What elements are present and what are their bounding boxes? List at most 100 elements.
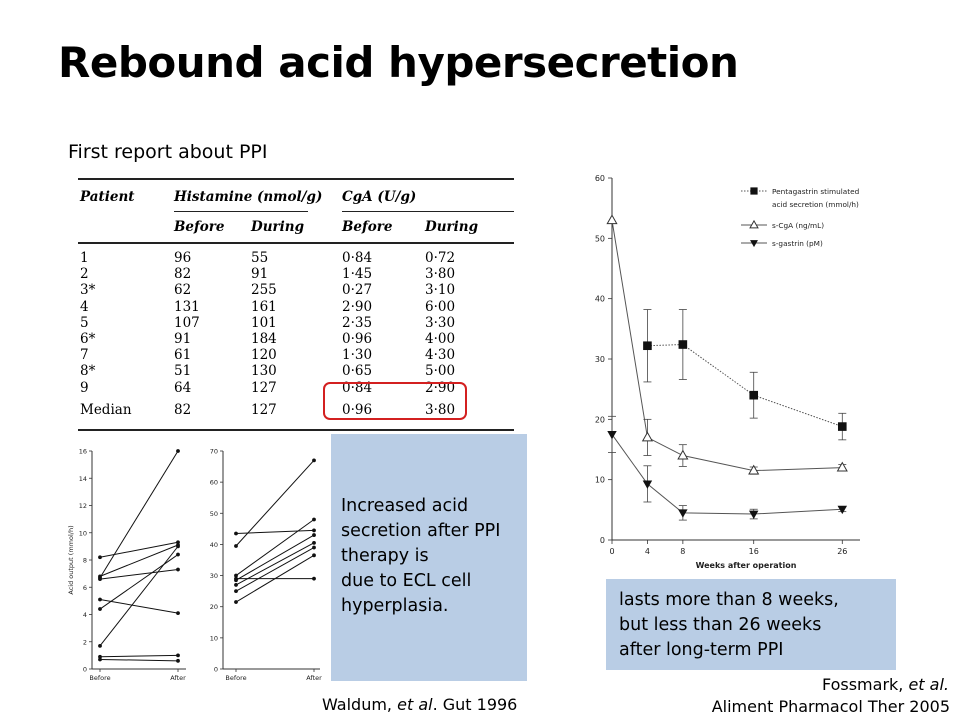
y-tick-label: 70: [210, 448, 218, 456]
data-point: [98, 643, 102, 648]
data-point: [836, 461, 848, 472]
data-point: [176, 653, 180, 658]
y-tick-label: 12: [79, 502, 87, 510]
callout2-line: after long-term PPI: [619, 640, 784, 660]
y-tick-label: 60: [595, 174, 605, 183]
table-cell: 161: [251, 298, 277, 315]
data-point: [749, 390, 759, 400]
table-cell: 5·00: [425, 363, 456, 380]
table-rule: [78, 178, 514, 180]
data-point: [98, 555, 102, 560]
data-point: [643, 341, 652, 351]
table-subheader-cell: Before: [342, 219, 393, 235]
callout-duration: lasts more than 8 weeks, but less than 26…: [606, 579, 896, 670]
table-cell: 3·80: [425, 266, 456, 283]
y-tick-label: 0: [600, 536, 605, 545]
citation-fossmark-journal: Aliment Pharmacol Ther 2005: [711, 697, 950, 716]
citation-journal: . Gut 1996: [432, 695, 518, 714]
data-point: [234, 544, 238, 548]
table-cell: 6*: [80, 331, 96, 347]
series-line: [235, 542, 315, 586]
x-tick-label: 0: [609, 547, 614, 556]
x-tick-label: After: [170, 674, 186, 682]
table-cell: 101: [251, 314, 277, 331]
callout2-line: but less than 26 weeks: [619, 615, 822, 635]
table-cell: 61: [174, 347, 192, 364]
y-tick-label: 50: [595, 234, 605, 243]
table-cell: 91: [174, 331, 192, 347]
data-point: [677, 449, 689, 460]
table-cell: 127: [251, 379, 277, 396]
data-point: [176, 544, 180, 549]
x-axis-label: Weeks after operation: [696, 561, 797, 570]
table-rule: [78, 242, 514, 244]
series-line: [235, 460, 315, 547]
data-point: [98, 574, 102, 579]
legend-label: s-CgA (ng/mL): [772, 221, 824, 230]
data-point: [312, 458, 316, 463]
table-cell: 3*: [80, 282, 96, 299]
y-tick-label: 14: [79, 475, 87, 483]
data-point: [312, 540, 316, 545]
series-line: [99, 658, 179, 662]
citation-author: Fossmark,: [821, 675, 909, 694]
table-cell: 91: [251, 266, 269, 283]
series-line: [235, 547, 315, 592]
legend-label: Pentagastrin stimulated: [772, 187, 859, 196]
data-point: [98, 597, 102, 602]
table-cell: 4·30: [425, 347, 456, 364]
data-point: [607, 430, 617, 440]
x-tick-label: After: [306, 674, 322, 682]
y-tick-label: 10: [210, 634, 218, 642]
citation-waldum: Waldum, et al. Gut 1996: [322, 695, 517, 714]
data-point: [234, 576, 238, 581]
data-point: [678, 340, 688, 349]
table-cell: 1·45: [342, 266, 373, 283]
series-line: [235, 519, 315, 576]
table-cell: 82: [174, 266, 192, 283]
table-cell: 0·72: [425, 250, 456, 266]
y-tick-label: 40: [595, 295, 605, 304]
table-cell: 7: [80, 347, 89, 364]
second-acid-chart: 0 10 20 30 40 50 60 70 Before After: [210, 448, 322, 683]
table-median-cell: 82: [174, 401, 192, 418]
table-cell: 0·65: [342, 363, 373, 380]
data-point: [234, 573, 238, 578]
legend-marker: [749, 219, 759, 229]
x-tick-label: 4: [645, 547, 650, 556]
data-point: [312, 576, 316, 581]
citation-author: Waldum,: [322, 695, 398, 714]
data-point: [176, 611, 180, 616]
legend-marker: [750, 240, 758, 248]
table-subheader-cell: During: [251, 219, 305, 235]
y-tick-label: 50: [210, 510, 218, 518]
data-point: [606, 214, 618, 225]
callout1-line: due to ECL cell: [341, 571, 472, 591]
table-caption: First report about PPI: [68, 141, 268, 163]
legend-label: acid secretion (mmol/h): [772, 200, 859, 209]
y-tick-label: 0: [83, 666, 87, 674]
y-tick-label: 20: [595, 415, 605, 424]
data-point: [312, 533, 316, 537]
table-cell: 55: [251, 250, 269, 266]
series-line: [99, 541, 179, 558]
data-point: [234, 583, 238, 587]
callout1-line: hyperplasia.: [341, 596, 449, 616]
table-cell: 62: [174, 282, 192, 299]
data-point: [98, 657, 102, 662]
series-line: [99, 554, 179, 610]
citation-etal: et al.: [908, 675, 949, 694]
series-line: [99, 546, 179, 647]
data-point: [176, 658, 180, 663]
series-line: [235, 529, 315, 535]
series-line: [99, 654, 179, 658]
series-line: [235, 534, 315, 581]
table-cell: 2: [80, 266, 89, 283]
table-cell: 64: [174, 379, 192, 396]
series-line: [99, 569, 179, 580]
data-point: [176, 567, 180, 572]
acid-output-chart: 0 2 4 6 8 10 12 14 16 Before After Acid output (mmo…: [67, 448, 186, 683]
y-tick-label: 16: [79, 448, 87, 456]
data-point: [234, 600, 238, 604]
y-axis-label: Acid output (mmol/h): [67, 525, 75, 594]
